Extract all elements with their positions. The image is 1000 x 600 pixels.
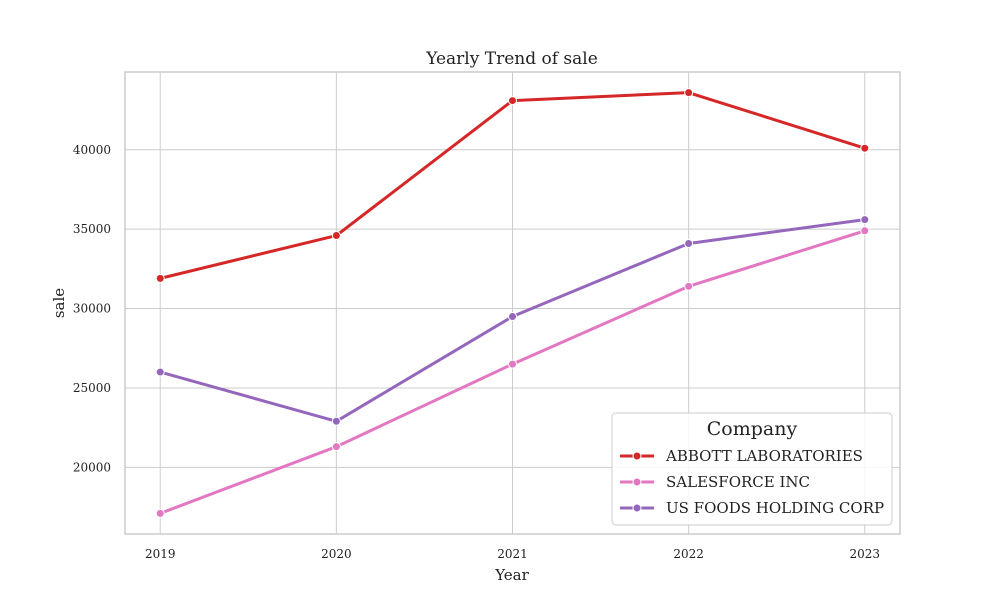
y-tick-label: 25000	[73, 381, 111, 395]
y-tick-label: 35000	[73, 222, 111, 236]
legend-entries: ABBOTT LABORATORIES SALESFORCE INC US FOOD…	[620, 447, 884, 517]
grid	[125, 72, 900, 534]
legend-label: SALESFORCE INC	[666, 473, 810, 491]
series-0	[155, 88, 870, 283]
x-tick-label: 2019	[145, 547, 176, 561]
y-axis-label: sale	[50, 288, 68, 318]
data-point	[860, 143, 870, 153]
x-axis-label: Year	[494, 566, 529, 584]
data-point	[684, 238, 694, 248]
data-point	[331, 416, 341, 426]
legend-box	[611, 412, 893, 526]
data-point	[155, 273, 165, 283]
data-point	[508, 96, 517, 106]
data-point	[508, 359, 517, 369]
series-1	[155, 226, 870, 518]
y-tick-label: 20000	[73, 460, 111, 474]
data-point	[155, 508, 165, 518]
y-tick-label: 40000	[73, 143, 111, 157]
series-layer	[155, 88, 870, 518]
chart-title: Yearly Trend of sale	[425, 49, 598, 69]
x-tick-label: 2023	[849, 547, 880, 561]
series-2	[155, 215, 870, 426]
data-point	[684, 281, 694, 291]
data-point	[331, 442, 341, 452]
legend-entry: SALESFORCE INC	[620, 473, 810, 491]
data-point	[508, 311, 517, 321]
data-point	[155, 367, 165, 377]
legend-entry: ABBOTT LABORATORIES	[620, 447, 863, 465]
legend-entry: US FOODS HOLDING CORP	[620, 499, 884, 517]
data-point	[684, 88, 694, 98]
legend-swatch-marker	[632, 477, 642, 487]
y-axis-ticks: 20000 25000 30000 35000 40000	[73, 143, 111, 475]
legend: Company ABBOTT LABORATORIES SALESFORCE IN…	[611, 412, 893, 526]
x-tick-label: 2020	[321, 547, 352, 561]
x-tick-label: 2022	[673, 547, 704, 561]
plot-frame	[124, 71, 901, 535]
data-point	[860, 215, 870, 225]
data-point	[331, 231, 341, 241]
legend-label: US FOODS HOLDING CORP	[666, 499, 884, 517]
x-tick-label: 2021	[497, 547, 528, 561]
legend-swatch-marker	[632, 503, 642, 513]
legend-title: Company	[707, 418, 798, 440]
data-point	[860, 226, 870, 236]
legend-swatch-marker	[632, 451, 642, 461]
x-axis-ticks: 2019 2020 2021 2022 2023	[145, 547, 880, 561]
legend-label: ABBOTT LABORATORIES	[665, 447, 863, 465]
y-tick-label: 30000	[73, 302, 111, 316]
